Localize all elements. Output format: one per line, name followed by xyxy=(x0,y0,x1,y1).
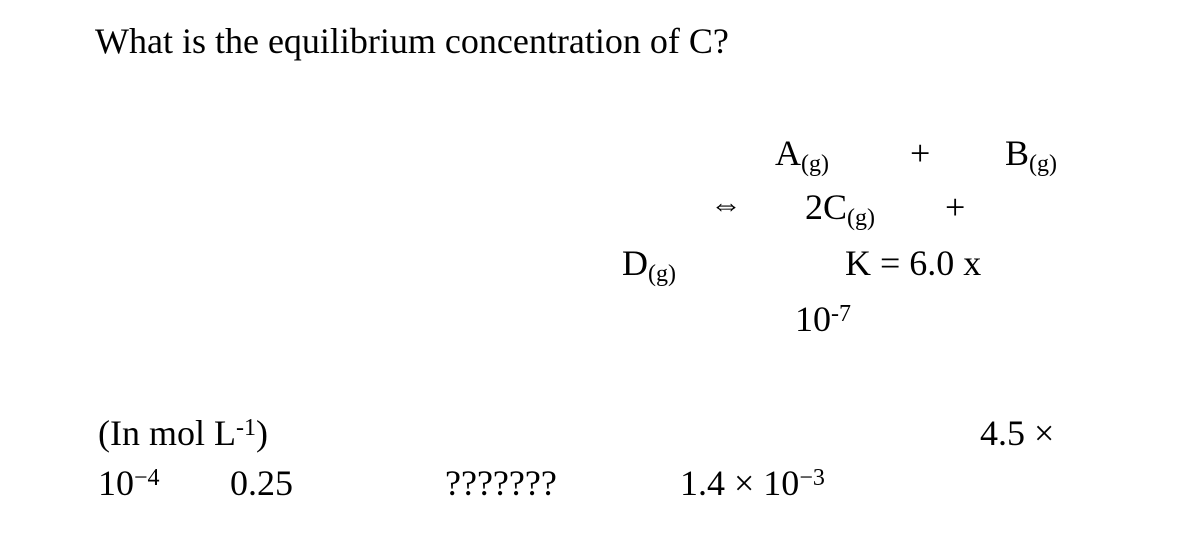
value-C-unknown: ??????? xyxy=(445,462,557,504)
units-close: ) xyxy=(256,413,268,453)
subscript-g: (g) xyxy=(648,261,676,287)
value-A: 10−4 xyxy=(98,462,160,504)
k-expression: K = 6.0 x xyxy=(845,238,981,288)
units-exponent: -1 xyxy=(236,415,256,441)
value-D-exp: −3 xyxy=(799,465,825,491)
subscript-g: (g) xyxy=(801,151,829,177)
equilibrium-arrow-icon: ⇔ xyxy=(710,182,742,227)
subscript-g: (g) xyxy=(847,205,875,231)
value-A-exp: −4 xyxy=(134,465,160,491)
value-D-base: 1.4 × 10 xyxy=(680,463,799,503)
value-extra: 4.5 × xyxy=(980,412,1054,454)
ten-base: 10 xyxy=(795,299,831,339)
units-label: (In mol L-1) xyxy=(98,412,268,454)
species-2C: 2C xyxy=(805,187,847,227)
value-D: 1.4 × 10−3 xyxy=(680,462,825,504)
exponent-neg7: -7 xyxy=(831,301,851,327)
plus-1: + xyxy=(910,128,930,178)
species-A: A xyxy=(775,133,801,173)
question-text: What is the equilibrium concentration of… xyxy=(95,20,729,62)
value-B: 0.25 xyxy=(230,462,293,504)
subscript-g: (g) xyxy=(1029,151,1057,177)
units-text: (In mol L xyxy=(98,413,236,453)
value-extra-text: 4.5 × xyxy=(980,413,1054,453)
value-A-base: 10 xyxy=(98,463,134,503)
plus-2: + xyxy=(945,182,965,232)
species-D: D xyxy=(622,243,648,283)
species-B: B xyxy=(1005,133,1029,173)
